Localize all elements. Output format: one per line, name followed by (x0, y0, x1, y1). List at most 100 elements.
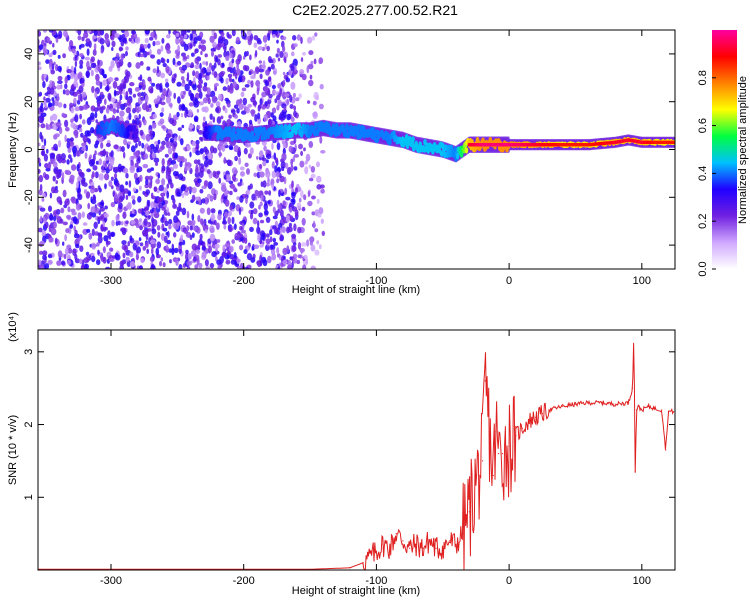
snr-point (497, 453, 500, 455)
noise-point (116, 85, 121, 90)
noise-point (78, 44, 82, 50)
noise-point (97, 249, 100, 255)
noise-point (261, 241, 265, 245)
noise-point (186, 145, 191, 151)
noise-point (103, 213, 109, 218)
noise-point (197, 178, 202, 184)
noise-point (60, 260, 66, 266)
noise-point (180, 76, 185, 81)
noise-point (89, 211, 93, 216)
noise-point (152, 131, 155, 138)
noise-point (250, 80, 254, 88)
x-tick-label: 0 (506, 275, 512, 287)
noise-point (282, 247, 288, 256)
noise-point (139, 48, 145, 53)
noise-point (317, 213, 322, 218)
noise-point (47, 259, 53, 265)
noise-point (181, 192, 185, 199)
noise-point (98, 187, 102, 193)
noise-point (57, 54, 61, 59)
ridge-point (455, 153, 460, 160)
noise-point (197, 159, 201, 166)
noise-point (156, 178, 160, 185)
noise-point (198, 101, 204, 106)
noise-point (306, 239, 310, 247)
noise-point (198, 91, 203, 99)
noise-point (238, 207, 242, 216)
noise-point (168, 90, 172, 97)
noise-point (209, 113, 213, 120)
noise-point (43, 30, 47, 33)
noise-point (153, 207, 157, 215)
noise-point (111, 47, 114, 51)
noise-point (110, 202, 116, 208)
noise-point (58, 30, 63, 38)
noise-point (70, 157, 73, 163)
spectrogram-ylabel: Frequency (Hz) (7, 112, 19, 188)
noise-point (38, 168, 41, 174)
noise-point (171, 247, 175, 255)
noise-point (194, 48, 197, 55)
noise-point (42, 250, 48, 256)
noise-point (147, 43, 151, 49)
noise-point (48, 234, 52, 239)
noise-point (148, 135, 152, 140)
noise-point (156, 241, 162, 249)
noise-point (246, 253, 253, 261)
noise-point (184, 167, 188, 172)
noise-point (136, 107, 140, 114)
noise-point (39, 264, 45, 269)
colorbar-tick-label: 0.4 (697, 166, 709, 181)
noise-point (318, 103, 324, 110)
noise-point (191, 220, 196, 225)
noise-point (175, 37, 180, 45)
noise-point (137, 92, 142, 97)
noise-point (185, 249, 189, 255)
noise-point (135, 142, 138, 149)
noise-point (119, 260, 124, 267)
noise-point (150, 86, 154, 93)
noise-point (309, 74, 313, 80)
noise-point (157, 139, 161, 145)
noise-point (281, 166, 285, 172)
noise-point (107, 230, 111, 238)
noise-point (172, 203, 177, 209)
noise-point (117, 220, 121, 226)
noise-point (53, 215, 57, 222)
noise-point (186, 72, 190, 80)
noise-point (276, 34, 280, 38)
noise-point (259, 201, 263, 207)
noise-point (252, 217, 258, 225)
noise-point (150, 192, 154, 199)
noise-point (200, 68, 205, 75)
noise-point (94, 111, 98, 119)
snr-point (492, 474, 494, 477)
noise-point (90, 105, 96, 112)
noise-point (105, 240, 111, 245)
noise-point (81, 36, 85, 42)
snr-point (415, 543, 417, 546)
noise-point (242, 76, 246, 81)
noise-point (247, 153, 252, 159)
noise-point (267, 77, 272, 82)
noise-point (206, 207, 211, 216)
noise-point (52, 175, 56, 182)
noise-point (230, 259, 236, 265)
noise-point (264, 85, 269, 92)
noise-point (288, 69, 293, 77)
noise-point (122, 252, 126, 259)
noise-point (92, 165, 98, 171)
snr-point (488, 431, 490, 433)
noise-point (264, 190, 269, 195)
noise-point (183, 90, 186, 95)
noise-point (279, 51, 284, 58)
noise-point (67, 148, 72, 153)
noise-point (44, 221, 49, 229)
noise-point (192, 70, 196, 77)
noise-point (288, 145, 293, 153)
noise-point (289, 215, 294, 221)
noise-point (120, 84, 124, 92)
ridge-point (204, 125, 208, 132)
noise-point (102, 148, 106, 157)
noise-point (265, 69, 270, 76)
